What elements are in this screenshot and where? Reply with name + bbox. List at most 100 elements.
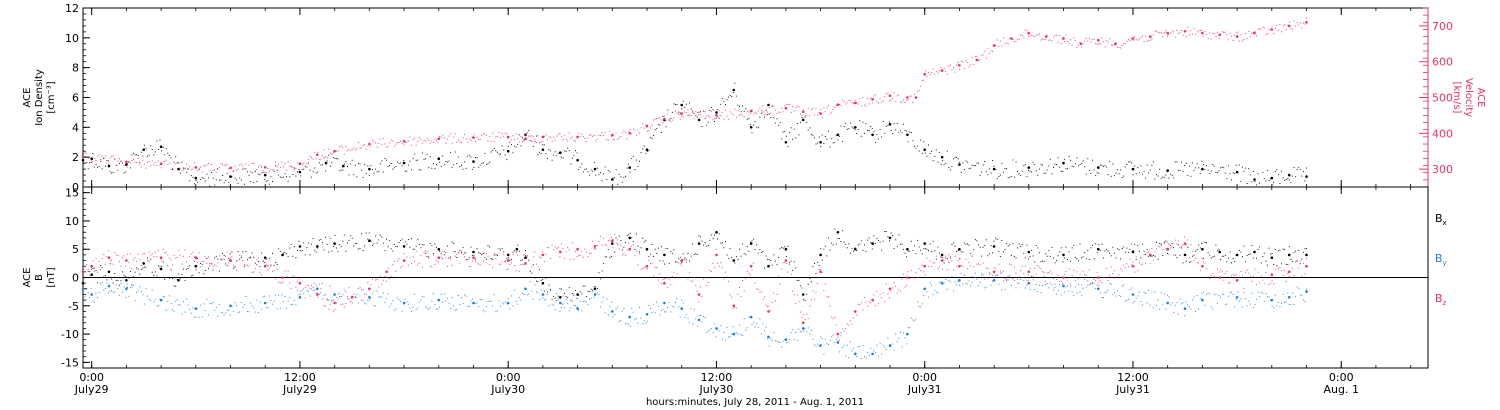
velocity-dot: [1235, 32, 1237, 34]
by-dot: [1102, 297, 1104, 298]
density-dot: [807, 129, 809, 131]
velocity-dot: [1123, 43, 1125, 45]
bx-dot: [90, 269, 92, 271]
bx-dot: [1206, 242, 1207, 243]
bx-dot: [496, 255, 498, 257]
velocity-dot: [128, 161, 130, 162]
bz-dot: [1154, 251, 1156, 253]
bx-dot: [1277, 250, 1279, 252]
by-dot: [957, 281, 959, 282]
bz-dot: [1295, 261, 1297, 263]
by-dot: [1284, 302, 1286, 303]
bx-dot: [646, 248, 648, 250]
bz-dot: [832, 318, 834, 320]
velocity-dot: [559, 133, 561, 135]
by-dot: [718, 330, 720, 332]
bz-dot: [1165, 248, 1167, 250]
by-dot: [1182, 302, 1184, 304]
by-dot: [856, 356, 858, 357]
bz-dot: [162, 248, 164, 250]
bz-dot: [985, 267, 987, 269]
bz-dot: [1015, 272, 1017, 274]
velocity-dot: [295, 168, 297, 170]
bz-dot: [568, 249, 570, 251]
by-dot: [1121, 285, 1123, 287]
by-dot: [309, 287, 311, 289]
density-point: [472, 160, 475, 163]
bx-dot: [867, 239, 869, 241]
bz-point: [472, 256, 475, 260]
bz-dot: [356, 296, 358, 298]
bz-dot: [974, 276, 976, 278]
density-dot: [314, 167, 316, 169]
bx-dot: [673, 249, 675, 251]
bz-dot: [578, 254, 580, 256]
density-dot: [420, 169, 422, 171]
density-dot: [650, 137, 651, 139]
velocity-dot: [931, 72, 933, 74]
bx-dot: [95, 270, 97, 271]
velocity-dot: [115, 164, 117, 166]
velocity-dot: [278, 163, 280, 165]
by-dot: [951, 276, 953, 277]
velocity-dot: [579, 135, 581, 137]
bz-dot: [284, 270, 286, 272]
by-dot: [1157, 299, 1159, 301]
velocity-dot: [289, 165, 291, 167]
y-axis-label-line: [cm⁻³]: [46, 81, 57, 113]
velocity-dot: [824, 111, 826, 113]
density-dot: [692, 110, 694, 112]
bx-dot: [690, 255, 692, 257]
by-dot: [409, 307, 411, 309]
velocity-dot: [506, 133, 508, 135]
velocity-dot: [83, 151, 84, 153]
bz-dot: [671, 276, 673, 278]
bz-dot: [771, 301, 773, 303]
by-dot: [1021, 276, 1023, 278]
bz-dot: [764, 296, 765, 298]
velocity-dot: [178, 162, 180, 163]
by-dot: [754, 326, 756, 328]
bz-dot: [392, 263, 394, 265]
bz-dot: [1102, 277, 1104, 279]
bx-dot: [487, 245, 489, 247]
velocity-dot: [820, 109, 822, 111]
bx-dot: [559, 288, 561, 290]
density-dot: [1207, 169, 1209, 171]
bz-dot: [781, 268, 783, 270]
bx-dot: [773, 254, 775, 256]
bz-dot: [87, 268, 89, 270]
velocity-dot: [125, 160, 127, 162]
by-dot: [1184, 315, 1186, 317]
by-dot: [323, 294, 325, 296]
by-dot: [298, 294, 300, 296]
by-dot: [234, 302, 236, 304]
velocity-dot: [454, 133, 456, 135]
bx-dot: [642, 237, 644, 239]
by-dot: [437, 308, 439, 310]
by-dot: [136, 291, 138, 293]
bx-dot: [768, 259, 770, 261]
bx-point: [472, 250, 475, 254]
bx-dot: [407, 239, 409, 241]
velocity-dot: [873, 95, 875, 97]
by-dot: [704, 317, 706, 319]
by-point: [107, 284, 111, 288]
velocity-dot: [587, 137, 589, 139]
velocity-dot: [297, 162, 298, 164]
density-dot: [1179, 169, 1181, 171]
bz-dot: [937, 268, 939, 270]
by-point: [368, 296, 371, 299]
bz-dot: [1017, 279, 1018, 281]
density-dot: [737, 104, 739, 106]
bx-dot: [1306, 247, 1307, 249]
bz-dot: [846, 323, 848, 325]
bx-dot: [1199, 247, 1201, 249]
by-dot: [509, 308, 511, 310]
density-dot: [453, 164, 455, 166]
bx-dot: [1104, 250, 1106, 252]
velocity-dot: [1053, 36, 1054, 38]
bz-dot: [445, 257, 447, 259]
density-dot: [454, 151, 456, 153]
density-dot: [243, 183, 245, 185]
